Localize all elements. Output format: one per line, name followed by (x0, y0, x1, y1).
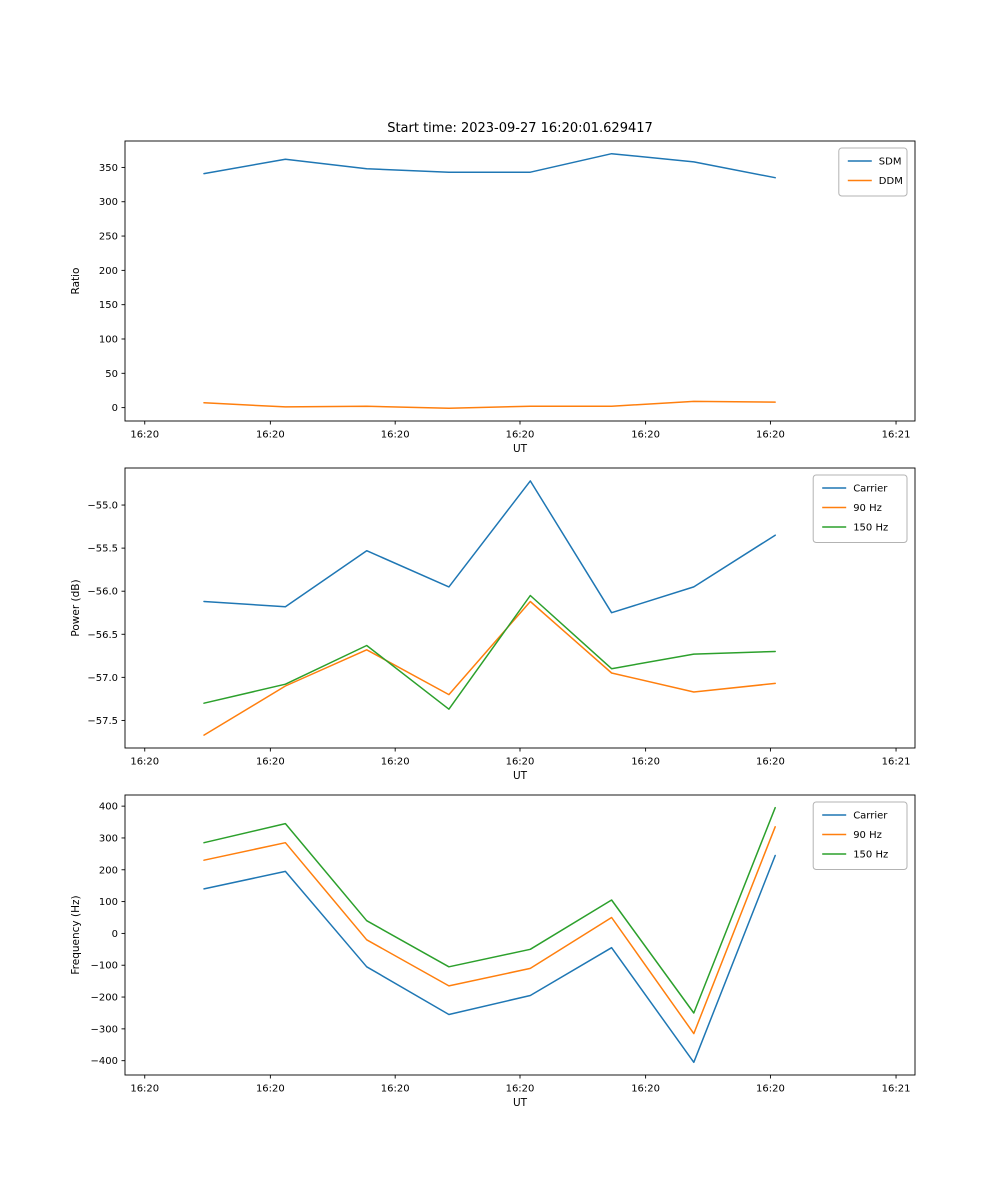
y-axis-label: Power (dB) (70, 579, 82, 636)
axes-frame (124, 140, 916, 422)
y-tick-label: 50 (105, 369, 118, 380)
series-line-ddm (203, 400, 776, 410)
x-axis-label: UT (513, 1097, 528, 1109)
x-tick-label: 16:20 (756, 430, 785, 441)
x-tick-label: 16:20 (506, 1084, 535, 1095)
x-tick-label: 16:20 (381, 757, 410, 768)
x-tick-label: 16:20 (256, 1084, 285, 1095)
series-line-90-hz (203, 826, 776, 1035)
y-tick-label: 400 (99, 802, 118, 813)
y-tick-label: 100 (99, 897, 118, 908)
x-tick-label: 16:20 (130, 1084, 159, 1095)
x-tick-label: 16:20 (506, 757, 535, 768)
y-tick-label: 300 (99, 833, 118, 844)
legend-label-90-hz: 90 Hz (853, 503, 882, 514)
x-tick-label: 16:20 (506, 430, 535, 441)
series-line-90-hz (203, 600, 776, 736)
legend-label-sdm: SDM (879, 157, 902, 168)
series-line-150-hz (203, 806, 776, 1014)
y-tick-label: −300 (91, 1024, 118, 1035)
legend-label-ddm: DDM (879, 176, 903, 187)
x-tick-label: 16:21 (882, 757, 911, 768)
y-tick-label: −56.0 (87, 587, 118, 598)
y-tick-label: 250 (99, 232, 118, 243)
axes-frame (124, 794, 916, 1076)
legend-box (812, 474, 908, 543)
y-tick-label: 200 (99, 865, 118, 876)
y-axis-label: Frequency (Hz) (70, 895, 82, 974)
legend-label-carrier: Carrier (853, 484, 888, 495)
y-tick-label: 300 (99, 197, 118, 208)
y-tick-label: −200 (91, 993, 118, 1004)
legend-label-90-hz: 90 Hz (853, 830, 882, 841)
x-tick-label: 16:20 (130, 430, 159, 441)
y-tick-label: 0 (112, 403, 118, 414)
x-tick-label: 16:20 (631, 1084, 660, 1095)
legend-label-150-hz: 150 Hz (853, 850, 888, 861)
y-tick-label: 150 (99, 300, 118, 311)
x-axis-label: UT (513, 443, 528, 455)
x-tick-label: 16:20 (381, 1084, 410, 1095)
x-tick-label: 16:20 (631, 757, 660, 768)
y-tick-label: 100 (99, 334, 118, 345)
x-tick-label: 16:21 (882, 430, 911, 441)
x-tick-label: 16:20 (130, 757, 159, 768)
x-tick-label: 16:20 (256, 430, 285, 441)
series-line-150-hz (203, 594, 776, 710)
y-tick-label: −55.5 (87, 544, 118, 555)
y-tick-label: 350 (99, 163, 118, 174)
legend-box (838, 147, 908, 197)
legend-label-carrier: Carrier (853, 811, 888, 822)
y-tick-label: −56.5 (87, 630, 118, 641)
axes-frame (124, 467, 916, 749)
x-tick-label: 16:20 (631, 430, 660, 441)
series-line-carrier (203, 480, 776, 614)
series-line-carrier (203, 854, 776, 1064)
y-tick-label: −57.0 (87, 673, 118, 684)
x-tick-label: 16:20 (756, 757, 785, 768)
x-tick-label: 16:20 (256, 757, 285, 768)
x-axis-label: UT (513, 770, 528, 782)
legend-box (812, 801, 908, 870)
y-tick-label: −55.0 (87, 501, 118, 512)
y-axis-label: Ratio (70, 268, 82, 295)
y-tick-label: 0 (112, 929, 118, 940)
y-tick-label: −57.5 (87, 716, 118, 727)
x-tick-label: 16:21 (882, 1084, 911, 1095)
y-tick-label: −100 (91, 961, 118, 972)
x-tick-label: 16:20 (381, 430, 410, 441)
figure-title: Start time: 2023-09-27 16:20:01.629417 (387, 121, 653, 136)
legend-label-150-hz: 150 Hz (853, 523, 888, 534)
x-tick-label: 16:20 (756, 1084, 785, 1095)
series-line-sdm (203, 152, 776, 179)
y-tick-label: −400 (91, 1056, 118, 1067)
y-tick-label: 200 (99, 266, 118, 277)
